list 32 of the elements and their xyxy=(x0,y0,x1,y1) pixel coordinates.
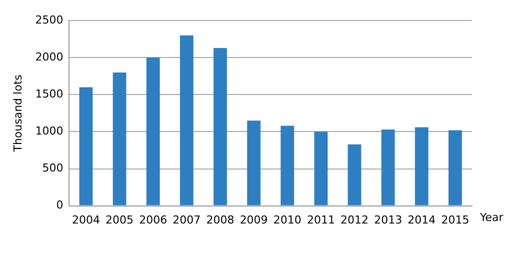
y-tick-label: 0 xyxy=(56,198,64,212)
bar xyxy=(448,130,462,206)
x-tick-label: 2004 xyxy=(72,213,100,226)
y-tick-label: 1500 xyxy=(35,88,64,101)
bar xyxy=(414,127,428,206)
x-tick-label: 2013 xyxy=(374,213,402,226)
bar xyxy=(146,58,160,206)
y-tick-label: 2000 xyxy=(35,50,64,64)
bar xyxy=(381,130,395,206)
y-tick-label: 1000 xyxy=(35,124,64,138)
x-tick-label: 2012 xyxy=(340,213,369,226)
x-tick-label: 2005 xyxy=(106,213,134,226)
x-tick-label: 2010 xyxy=(273,213,302,226)
bar xyxy=(79,87,93,206)
bar xyxy=(348,144,362,206)
bar xyxy=(112,72,126,206)
x-tick-label: 2009 xyxy=(240,213,268,226)
y-tick-label: 2500 xyxy=(35,13,64,26)
y-tick-label: 500 xyxy=(42,162,64,175)
x-axis-title: Year xyxy=(479,211,504,224)
x-tick-label: 2006 xyxy=(139,213,168,226)
bar xyxy=(314,132,328,206)
x-tick-label: 2011 xyxy=(306,213,335,226)
bar xyxy=(180,35,194,206)
x-tick-label: 2015 xyxy=(441,213,470,226)
bar xyxy=(280,126,294,206)
bar xyxy=(214,48,227,206)
x-tick-label: 2008 xyxy=(206,213,234,226)
bar xyxy=(247,120,261,206)
y-axis-title: Thousand lots xyxy=(11,74,24,153)
x-tick-label: 2007 xyxy=(172,213,201,226)
x-tick-label: 2014 xyxy=(408,213,436,226)
